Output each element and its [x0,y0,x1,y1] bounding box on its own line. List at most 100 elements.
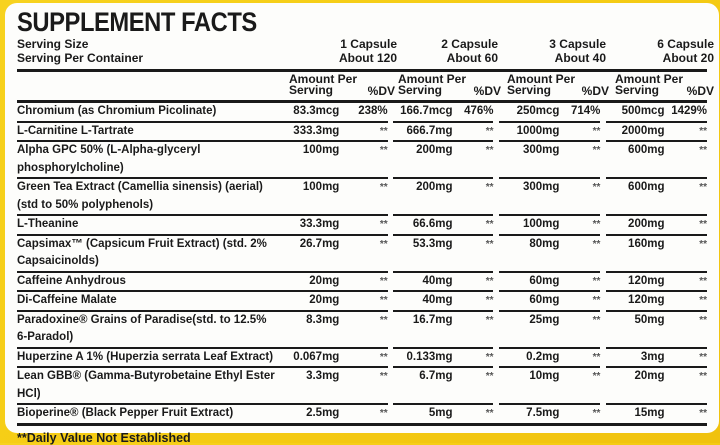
amount-per-serving: 666.7mg [393,120,453,141]
amount-header-3: Amount Per Serving [507,72,576,97]
servings-per-container-label: Serving Per Container [17,51,144,65]
divider-top [17,69,707,72]
ingredients-table: Chromium (as Chromium Picolinate) 83.3mcg… [17,103,707,423]
daily-value: ** [559,346,601,367]
serving-col-3: 3 Capsule About 40 [549,37,606,65]
daily-value: ** [339,177,388,214]
daily-value: ** [664,403,707,423]
daily-value: ** [339,309,388,347]
amount-per-serving: 60mg [498,270,560,291]
ingredient-name: Alpha GPC 50% (L-Alpha-glyceryl phosphor… [17,140,281,177]
daily-value: ** [452,366,494,403]
daily-value: ** [664,290,707,310]
daily-value: 476% [464,105,494,117]
amount-per-serving: 8.3mg [280,309,340,347]
dv-header-1: %DV [367,84,395,98]
daily-value: ** [559,177,601,214]
daily-value: ** [452,214,494,234]
daily-value: ** [452,120,494,141]
daily-value: 714% [570,105,601,117]
divider-header [17,100,707,103]
ingredient-name: L-Theanine [17,214,281,234]
amount-per-serving: 83.3mcg [293,105,340,117]
supplement-facts-panel: SUPPLEMENT FACTS Serving Size Serving Pe… [5,3,719,445]
amount-per-serving: 300mg [498,177,560,214]
amount-per-serving: 5mg [393,403,453,423]
daily-value: ** [559,403,601,423]
dv-header-3: %DV [581,84,609,98]
amount-per-serving: 120mg [605,270,665,291]
ingredient-row: Capsimax™ (Capsicum Fruit Extract) (std.… [17,233,707,271]
dv-header-2: %DV [473,84,501,98]
amount-header-1: Amount Per Serving [289,72,358,97]
amount-per-serving: 25mg [498,309,560,347]
amount-per-serving: 6.7mg [393,366,453,403]
daily-value: ** [559,309,601,347]
ingredient-name: L-Carnitine L-Tartrate [17,120,281,141]
daily-value: ** [559,290,601,310]
daily-value: ** [452,177,494,214]
daily-value: ** [664,233,707,271]
daily-value: ** [664,366,707,403]
amount-per-serving: 200mg [393,140,453,177]
footnote: **Daily Value Not Established [17,430,191,445]
daily-value: ** [452,309,494,347]
daily-value: ** [559,214,601,234]
amount-per-serving: 200mg [605,214,665,234]
amount-per-serving: 20mg [280,270,340,291]
serving-col-4: 6 Capsule About 20 [657,37,714,65]
ingredient-name: Bioperine® (Black Pepper Fruit Extract) [17,403,281,423]
amount-per-serving: 2.5mg [280,403,340,423]
amount-per-serving: 600mg [605,177,665,214]
ingredient-row: Green Tea Extract (Camellia sinensis) (a… [17,177,707,214]
amount-per-serving: 300mg [498,140,560,177]
daily-value: ** [664,270,707,291]
ingredient-row: Alpha GPC 50% (L-Alpha-glyceryl phosphor… [17,140,707,177]
amount-per-serving: 166.7mcg [400,105,453,117]
ingredient-name: Green Tea Extract (Camellia sinensis) (a… [17,177,281,214]
dv-header-4: %DV [686,84,714,98]
amount-per-serving: 10mg [498,366,560,403]
ingredient-name: Paradoxine® Grains of Paradise(std. to 1… [17,309,281,347]
amount-per-serving: 60mg [498,290,560,310]
amount-per-serving: 100mg [280,140,340,177]
amount-per-serving: 40mg [393,290,453,310]
daily-value: ** [664,346,707,367]
amount-per-serving: 120mg [605,290,665,310]
ingredient-name: Lean GBB® (Gamma-Butyrobetaine Ethyl Est… [17,366,281,403]
amount-per-serving: 3mg [605,346,665,367]
daily-value: ** [559,366,601,403]
daily-value: ** [559,270,601,291]
ingredient-name: Chromium (as Chromium Picolinate) [17,105,217,117]
amount-header-2: Amount Per Serving [398,72,467,97]
amount-per-serving: 26.7mg [280,233,340,271]
amount-per-serving: 80mg [498,233,560,271]
ingredient-row: Chromium (as Chromium Picolinate) 83.3mcg… [17,103,707,121]
daily-value: ** [452,290,494,310]
amount-header-4: Amount Per Serving [615,72,684,97]
daily-value: ** [452,233,494,271]
amount-per-serving: 7.5mg [498,403,560,423]
daily-value: ** [452,270,494,291]
amount-per-serving: 40mg [393,270,453,291]
serving-col-2: 2 Capsule About 60 [441,37,498,65]
daily-value: ** [339,270,388,291]
amount-per-serving: 15mg [605,403,665,423]
daily-value: ** [664,309,707,347]
ingredient-row: L-Carnitine L-Tartrate 333.3mg ** 666.7mg **… [17,120,707,141]
daily-value: ** [339,403,388,423]
amount-per-serving: 53.3mg [393,233,453,271]
ingredient-name: Capsimax™ (Capsicum Fruit Extract) (std.… [17,233,281,271]
amount-per-serving: 66.6mg [393,214,453,234]
amount-per-serving: 1000mg [498,120,560,141]
ingredient-row: Caffeine Anhydrous 20mg ** 40mg ** 60mg ** 120m… [17,270,707,291]
daily-value: ** [339,366,388,403]
amount-per-serving: 16.7mg [393,309,453,347]
label-title: SUPPLEMENT FACTS [17,7,257,37]
amount-per-serving: 2000mg [605,120,665,141]
daily-value: ** [339,346,388,367]
amount-per-serving: 500mcg [621,105,665,117]
ingredient-row: Huperzine A 1% (Huperzia serrata Leaf Ex… [17,346,707,367]
daily-value: ** [664,140,707,177]
daily-value: ** [664,214,707,234]
